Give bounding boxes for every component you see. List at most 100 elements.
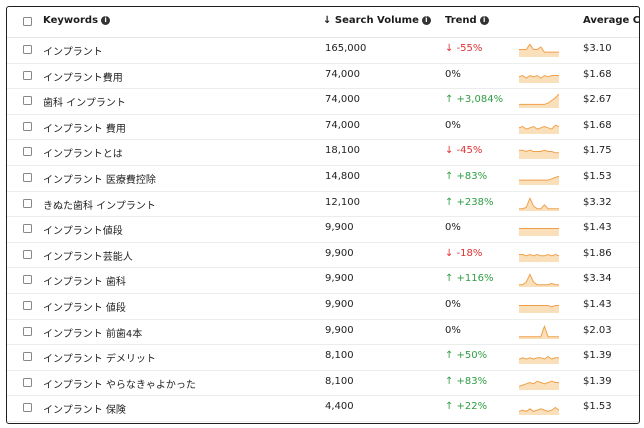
table-row[interactable]: インプラント 費用 74,000 0% $1.68 <box>7 114 639 141</box>
search-volume-cell: 8,100 <box>325 375 354 387</box>
row-checkbox[interactable] <box>23 352 32 362</box>
table-row[interactable]: インプラント 165,000 ↓ -55% $3.10 <box>7 37 639 64</box>
keyword-cell[interactable]: インプラント 前歯4本 <box>43 328 143 340</box>
column-header-search-volume[interactable]: ↓ Search Volume i <box>323 15 431 26</box>
info-icon[interactable]: i <box>479 16 489 25</box>
cpc-cell: $1.43 <box>583 299 612 310</box>
cpc-cell: $3.10 <box>583 43 612 54</box>
table-row[interactable]: インプラント デメリット 8,100 ↑ +50% $1.39 <box>7 344 639 371</box>
trend-value: 0% <box>445 119 461 131</box>
row-checkbox[interactable] <box>23 249 32 259</box>
trend-value: ↑ +116% <box>445 273 494 285</box>
trend-value: ↑ +50% <box>445 350 488 362</box>
trend-sparkline <box>519 43 559 57</box>
table-row[interactable]: インプラント やらなきゃよかった 8,100 ↑ +83% $1.39 <box>7 370 639 397</box>
search-volume-cell: 9,900 <box>325 247 354 259</box>
column-header-keywords[interactable]: Keywords i <box>43 15 111 26</box>
cpc-cell: $2.03 <box>583 324 612 336</box>
trend-sparkline <box>519 124 559 134</box>
keywords-header-label: Keywords <box>43 15 99 26</box>
cpc-cell: $1.39 <box>583 375 612 387</box>
row-checkbox[interactable] <box>23 275 32 285</box>
column-header-cpc[interactable]: Average CPC <box>583 15 640 26</box>
cpc-cell: $3.34 <box>583 273 612 285</box>
trend-header-label: Trend <box>445 15 477 26</box>
table-row[interactable]: 歯科 インプラント 74,000 ↑ +3,084% $2.67 <box>7 88 639 115</box>
keyword-cell[interactable]: インプラント 費用 <box>43 123 126 135</box>
search-volume-cell: 165,000 <box>325 43 367 54</box>
keyword-cell[interactable]: インプラント 歯科 <box>43 277 126 289</box>
trend-value: ↓ -18% <box>445 247 483 259</box>
cpc-cell: $1.75 <box>583 145 612 157</box>
table-row[interactable]: インプラント 前歯4本 9,900 0% $2.03 <box>7 319 639 346</box>
keyword-cell[interactable]: インプラント芸能人 <box>43 251 133 263</box>
search-volume-cell: 74,000 <box>325 68 360 80</box>
table-row[interactable]: きぬた歯科 インプラント 12,100 ↑ +238% $3.32 <box>7 191 639 218</box>
search-volume-cell: 9,900 <box>325 222 354 234</box>
trend-value: 0% <box>445 299 461 310</box>
keyword-cell[interactable]: きぬた歯科 インプラント <box>43 200 156 212</box>
table-header: Keywords i ↓ Search Volume i Trend i Averag… <box>7 7 640 38</box>
row-checkbox[interactable] <box>23 96 32 106</box>
table-row[interactable]: インプラント芸能人 9,900 ↓ -18% $1.86 <box>7 242 639 269</box>
info-icon[interactable]: i <box>421 16 431 25</box>
sparkline-line <box>519 305 559 308</box>
select-all-checkbox[interactable] <box>23 17 32 26</box>
column-header-trend[interactable]: Trend i <box>445 15 489 26</box>
row-checkbox[interactable] <box>23 147 32 157</box>
sparkline-line <box>519 43 559 53</box>
keyword-cell[interactable]: インプラント やらなきゃよかった <box>43 379 196 391</box>
keyword-cell[interactable]: インプラント <box>43 47 103 58</box>
row-checkbox[interactable] <box>23 70 32 80</box>
search-volume-cell: 14,800 <box>325 171 360 182</box>
table-row[interactable]: インプラント 医療費控除 14,800 ↑ +83% $1.53 <box>7 165 639 192</box>
keyword-cell[interactable]: インプラントとは <box>43 149 123 161</box>
table-row[interactable]: インプラント値段 9,900 0% $1.43 <box>7 216 639 243</box>
row-checkbox[interactable] <box>23 224 32 234</box>
trend-sparkline <box>519 228 559 237</box>
info-icon[interactable]: i <box>101 16 111 25</box>
keyword-cell[interactable]: インプラント値段 <box>43 226 123 238</box>
sparkline-area <box>519 228 559 237</box>
trend-value: ↑ +83% <box>445 171 488 182</box>
row-checkbox[interactable] <box>23 121 32 131</box>
table-row[interactable]: インプラント費用 74,000 0% $1.68 <box>7 63 639 90</box>
trend-sparkline <box>519 175 559 185</box>
row-checkbox[interactable] <box>23 377 32 387</box>
trend-sparkline <box>519 380 559 390</box>
row-checkbox[interactable] <box>23 326 32 336</box>
trend-value: ↑ +83% <box>445 375 488 387</box>
keyword-cell[interactable]: インプラント デメリット <box>43 354 156 366</box>
keyword-cell[interactable]: インプラント費用 <box>43 72 123 84</box>
trend-sparkline <box>519 253 559 262</box>
keyword-cell[interactable]: インプラント 保険 <box>43 405 126 417</box>
row-checkbox[interactable] <box>23 173 32 182</box>
table-row[interactable]: インプラント 保険 4,400 ↑ +22% $1.53 <box>7 395 639 422</box>
row-checkbox[interactable] <box>23 403 32 413</box>
table-row[interactable]: インプラント 歯科 9,900 ↑ +116% $3.34 <box>7 267 639 294</box>
sparkline-line <box>519 356 559 360</box>
sparkline-line <box>519 150 559 154</box>
row-checkbox[interactable] <box>23 301 32 310</box>
sparkline-area <box>519 274 559 288</box>
table-row[interactable]: インプラントとは 18,100 ↓ -45% $1.75 <box>7 139 639 166</box>
keyword-cell[interactable]: インプラント 医療費控除 <box>43 175 156 186</box>
trend-sparkline <box>519 150 559 160</box>
trend-sparkline <box>519 196 559 211</box>
trend-value: ↓ -55% <box>445 43 483 54</box>
search-volume-cell: 8,100 <box>325 350 354 362</box>
cpc-cell: $1.68 <box>583 119 612 131</box>
keyword-cell[interactable]: 歯科 インプラント <box>43 98 126 110</box>
table-row[interactable]: インプラント 値段 9,900 0% $1.43 <box>7 293 639 320</box>
sparkline-area <box>519 75 559 83</box>
keyword-table: Keywords i ↓ Search Volume i Trend i Averag… <box>6 6 640 424</box>
sparkline-area <box>519 254 559 262</box>
trend-sparkline <box>519 324 559 339</box>
row-checkbox[interactable] <box>23 45 32 54</box>
search-volume-cell: 74,000 <box>325 94 360 106</box>
search-volume-cell: 12,100 <box>325 196 360 208</box>
sparkline-line <box>519 407 559 413</box>
sparkline-line <box>519 324 559 337</box>
keyword-cell[interactable]: インプラント 値段 <box>43 303 126 314</box>
row-checkbox[interactable] <box>23 198 32 208</box>
